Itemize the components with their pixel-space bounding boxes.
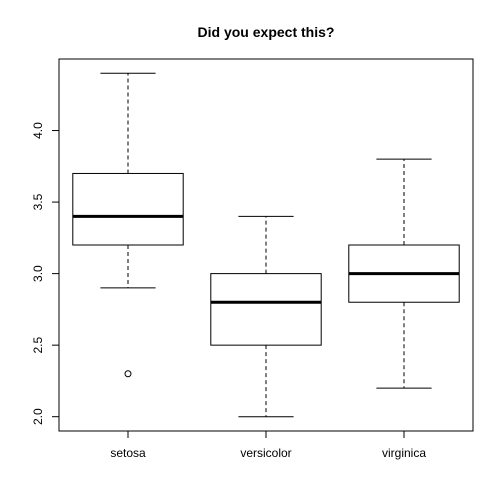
- y-tick-label: 3.0: [31, 265, 45, 282]
- x-tick-label: virginica: [382, 446, 426, 460]
- y-tick-label: 2.0: [31, 408, 45, 425]
- x-axis: setosa versicolor virginica: [110, 431, 426, 460]
- box-iqr: [72, 172, 184, 246]
- y-axis: 2.0 2.5 3.0 3.5 4.0: [31, 122, 60, 425]
- box-iqr: [210, 273, 322, 346]
- y-tick-label: 3.5: [31, 193, 45, 210]
- box-group-setosa: [72, 72, 184, 378]
- box-group-versicolor: [210, 215, 322, 418]
- chart-title: Did you expect this?: [198, 24, 335, 40]
- x-tick-label: setosa: [110, 446, 146, 460]
- boxes: [72, 72, 460, 418]
- y-tick-label: 2.5: [31, 336, 45, 353]
- outlier-point: [124, 370, 132, 378]
- y-tick-label: 4.0: [31, 122, 45, 139]
- box-group-virginica: [348, 158, 460, 389]
- x-tick-label: versicolor: [240, 446, 291, 460]
